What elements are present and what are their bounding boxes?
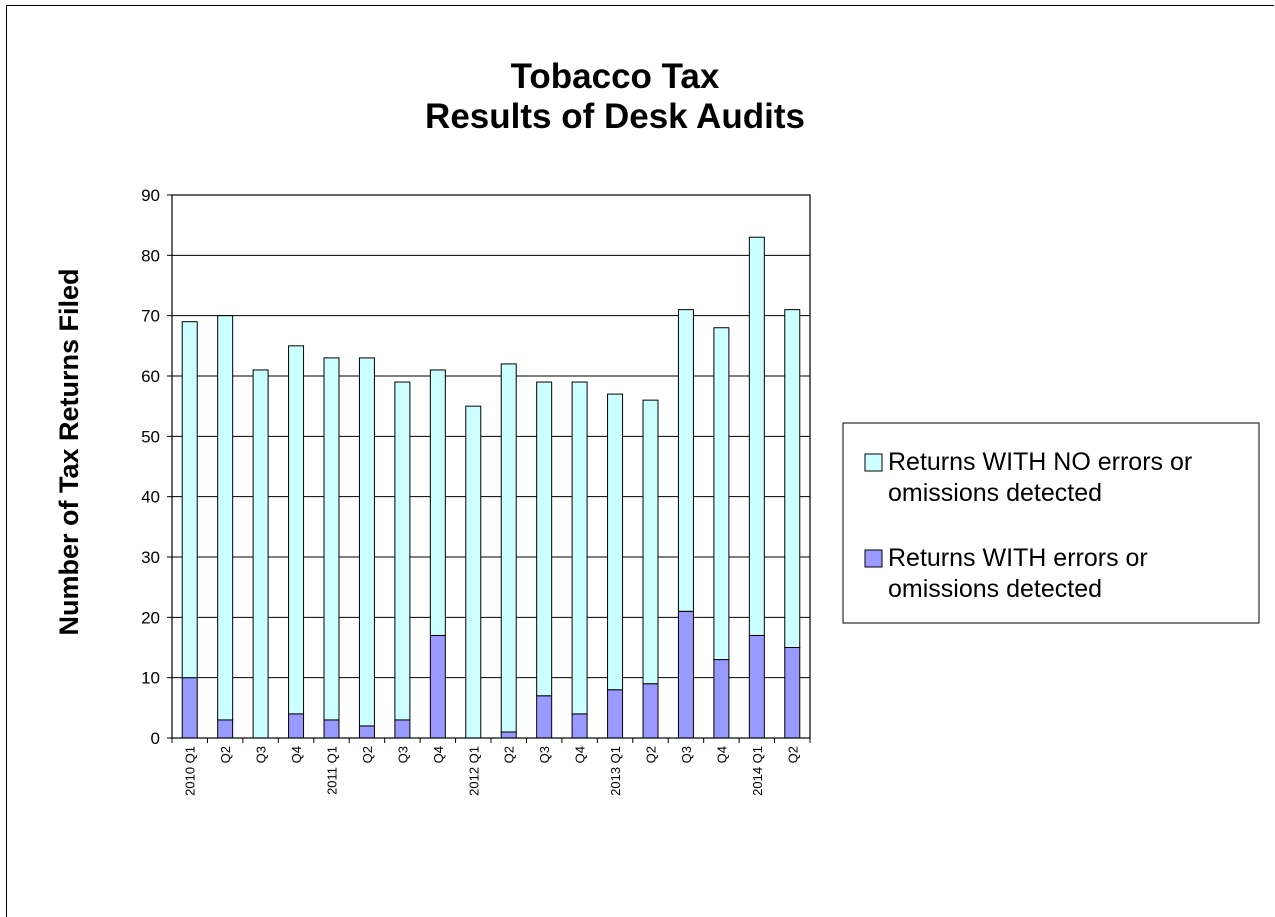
bar-segment-series-1 xyxy=(642,399,659,685)
x-tick-label: Q2 xyxy=(360,746,375,763)
bar-segment-series-0 xyxy=(571,713,588,739)
legend-swatch xyxy=(864,453,883,472)
x-tick-label: Q4 xyxy=(714,746,729,763)
bar-segment-series-1 xyxy=(677,309,694,612)
chart-title: Tobacco Tax xyxy=(511,57,720,96)
x-tick-label: 2013 Q1 xyxy=(608,746,623,796)
bar-segment-series-0 xyxy=(536,695,553,739)
bar-segment-series-0 xyxy=(677,610,694,739)
bar-segment-series-0 xyxy=(607,689,624,739)
bar-segment-series-0 xyxy=(394,719,411,739)
x-tick-label: 2010 Q1 xyxy=(183,746,198,796)
y-tick-label: 30 xyxy=(141,548,160,567)
x-tick-label: Q4 xyxy=(573,746,588,763)
legend-label: Returns WITH errors or xyxy=(888,544,1148,572)
slide-frame xyxy=(6,5,1274,917)
legend-label: Returns WITH NO errors or xyxy=(888,448,1192,476)
x-tick-label: Q4 xyxy=(289,746,304,763)
y-tick-label: 60 xyxy=(141,367,160,386)
x-tick-label: Q3 xyxy=(254,746,269,763)
x-tick-label: Q4 xyxy=(431,746,446,763)
bar-segment-series-0 xyxy=(713,659,730,739)
bar-segment-series-0 xyxy=(748,634,765,739)
bar-segment-series-1 xyxy=(500,363,517,733)
x-tick-label: Q3 xyxy=(679,746,694,763)
bar-segment-series-1 xyxy=(607,393,624,691)
x-tick-label: Q3 xyxy=(395,746,410,763)
y-tick-label: 80 xyxy=(141,246,160,265)
x-tick-label: Q2 xyxy=(218,746,233,763)
y-tick-label: 0 xyxy=(151,729,160,748)
legend-label: omissions detected xyxy=(888,479,1102,507)
legend: Returns WITH NO errors or omissions detec… xyxy=(842,422,1260,624)
bar-segment-series-1 xyxy=(429,369,446,636)
y-tick-label: 10 xyxy=(141,669,160,688)
x-tick-label: Q2 xyxy=(644,746,659,763)
bar-segment-series-1 xyxy=(465,405,482,739)
y-tick-label: 50 xyxy=(141,427,160,446)
bar-segment-series-1 xyxy=(784,309,801,648)
bar-segment-series-1 xyxy=(536,381,553,697)
bar-segment-series-0 xyxy=(784,647,801,739)
x-tick-label: Q2 xyxy=(785,746,800,763)
bar-segment-series-0 xyxy=(217,719,234,739)
legend-box xyxy=(842,422,1260,624)
x-tick-label: 2012 Q1 xyxy=(466,746,481,796)
y-tick-label: 40 xyxy=(141,488,160,507)
y-tick-label: 70 xyxy=(141,307,160,326)
y-axis-label: Number of Tax Returns Filed xyxy=(54,268,84,635)
bar-segment-series-1 xyxy=(394,381,411,721)
y-tick-label: 90 xyxy=(141,186,160,205)
bar-segment-series-1 xyxy=(217,315,234,721)
bar-segment-series-1 xyxy=(358,357,375,727)
legend-label: omissions detected xyxy=(888,575,1102,603)
plot-background xyxy=(172,195,810,738)
x-tick-label: 2014 Q1 xyxy=(750,746,765,796)
bar-segment-series-0 xyxy=(429,634,446,739)
bar-segment-series-0 xyxy=(500,731,517,739)
plot-area: 0 10 20 30 40 50 60 70 80 90 2010 Q1 Q2 Q3 Q4 2011 Q1 Q… xyxy=(141,186,811,796)
bar-segment-series-0 xyxy=(323,719,340,739)
x-tick-label: Q3 xyxy=(537,746,552,763)
bar-segment-series-0 xyxy=(642,683,659,739)
legend-swatch xyxy=(864,549,883,568)
bar-segment-series-0 xyxy=(181,677,198,739)
bar-segment-series-1 xyxy=(713,327,730,661)
bar-segment-series-1 xyxy=(748,236,765,636)
bar-segment-series-1 xyxy=(571,381,588,715)
bar-segment-series-1 xyxy=(323,357,340,721)
bar-segment-series-0 xyxy=(358,725,375,739)
bar-segment-series-1 xyxy=(181,321,198,679)
bar-segment-series-1 xyxy=(288,345,305,715)
bar-segment-series-0 xyxy=(288,713,305,739)
y-tick-label: 20 xyxy=(141,608,160,627)
x-tick-label: Q2 xyxy=(502,746,517,763)
bar-segment-series-1 xyxy=(252,369,269,739)
x-tick-label: 2011 Q1 xyxy=(325,746,340,795)
chart-subtitle: Results of Desk Audits xyxy=(425,97,805,136)
